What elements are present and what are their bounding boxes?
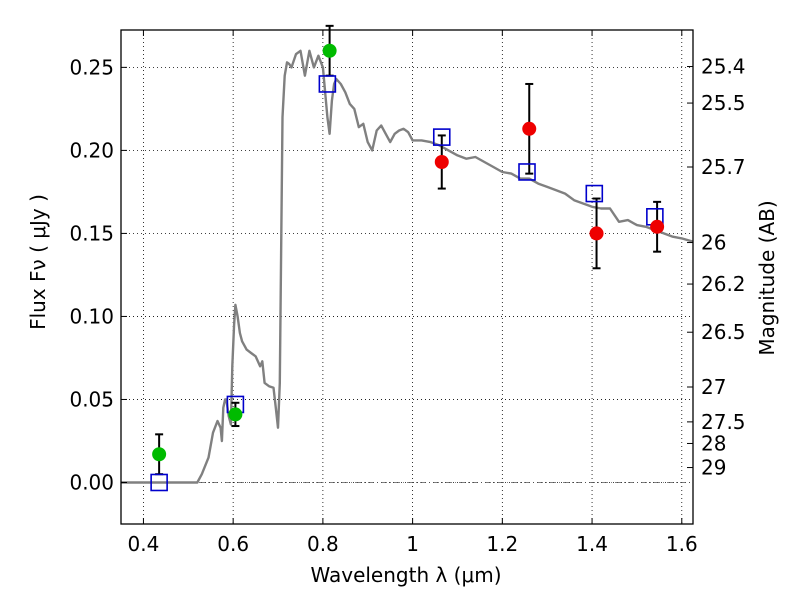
y-tick-label: 0.15: [69, 221, 114, 245]
red-data-point: [589, 226, 604, 241]
right-tick-label: 26.2: [701, 272, 746, 296]
x-axis-label: Wavelength λ (μm): [310, 563, 501, 587]
x-tick-label: 0.4: [128, 532, 160, 556]
right-axis-label: Magnitude (AB): [755, 200, 779, 355]
y-tick-label: 0.20: [69, 138, 114, 162]
x-tick-label: 1.2: [486, 532, 518, 556]
right-tick-label: 27: [701, 375, 726, 399]
y-axis-label: Flux Fν ( μJy ): [26, 194, 50, 330]
red-data-point: [650, 219, 665, 234]
right-tick-label: 25.4: [701, 55, 746, 79]
right-tick-label: 29: [701, 456, 726, 480]
grid: [121, 30, 693, 524]
model-square-point: [150, 473, 168, 492]
right-tick-label: 27.5: [701, 410, 746, 434]
spectrum-line-series: [121, 49, 694, 484]
x-tick-label: 0.6: [217, 532, 249, 556]
y-tick-label: 0.00: [69, 470, 114, 494]
model-square-point: [318, 75, 337, 93]
plot-frame: [120, 29, 694, 525]
model-square-point: [518, 163, 536, 181]
red-data-point: [522, 121, 537, 136]
model-square-point: [432, 128, 451, 146]
right-tick-label: 25.5: [701, 91, 746, 115]
right-tick-label: 26: [701, 231, 726, 255]
spectrum-line: [121, 49, 694, 484]
green-data-point: [228, 407, 243, 422]
ticks: 0.4 0.6 0.8 1 1.2 1.4 1.6 0.00 0.05 0.10 0.15 0.20 0…: [69, 30, 746, 556]
y-tick-label: 0.25: [69, 55, 114, 79]
y-tick-label: 0.05: [69, 387, 114, 411]
red-data-point: [434, 155, 449, 170]
right-tick-label: 28: [701, 431, 726, 455]
green-data-point: [152, 447, 167, 462]
x-tick-label: 0.8: [307, 532, 339, 556]
x-tick-label: 1: [406, 532, 419, 556]
x-tick-label: 1.6: [666, 532, 698, 556]
right-tick-label: 26.5: [701, 320, 746, 344]
model-square-point: [585, 184, 604, 203]
x-tick-label: 1.4: [576, 532, 608, 556]
right-tick-label: 25.7: [701, 155, 746, 179]
green-data-point: [322, 43, 337, 58]
data-markers: [150, 43, 665, 492]
y-tick-label: 0.10: [69, 304, 114, 328]
